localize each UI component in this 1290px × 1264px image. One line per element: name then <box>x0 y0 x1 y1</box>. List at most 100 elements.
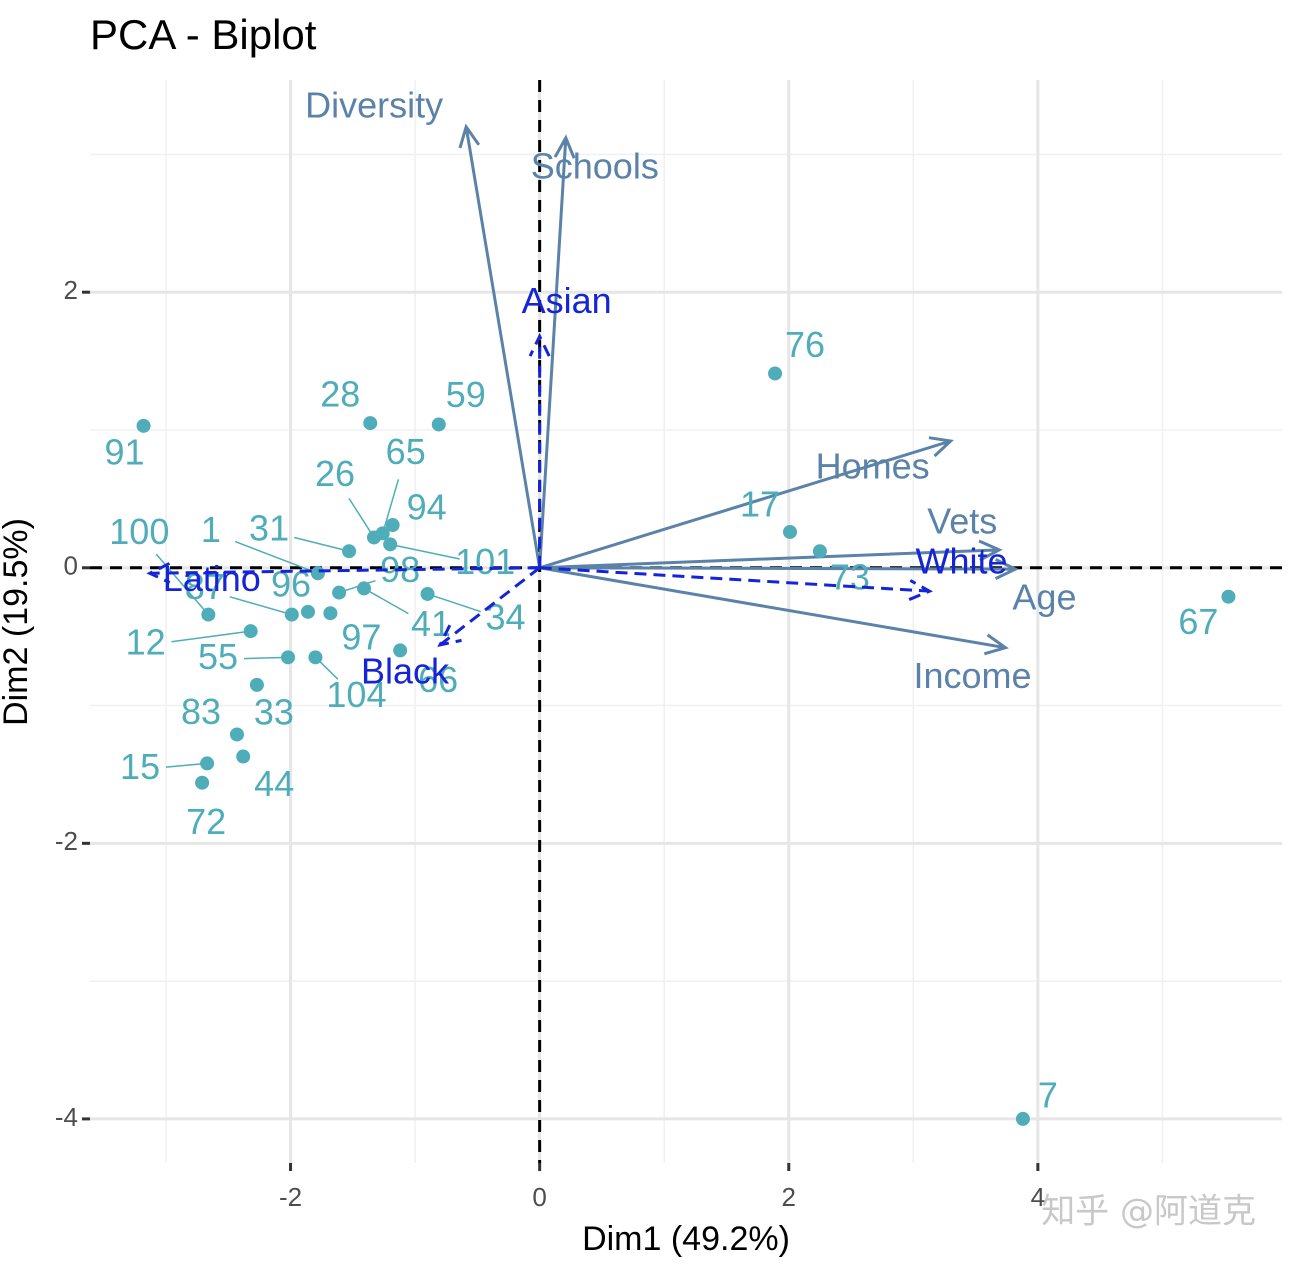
point <box>195 775 210 790</box>
x-tick-label: -2 <box>279 1182 302 1212</box>
point <box>284 607 299 622</box>
point-label: 91 <box>105 431 145 472</box>
variable-label: Schools <box>531 145 659 186</box>
point <box>323 606 338 621</box>
point <box>201 607 216 622</box>
point-label: 59 <box>446 374 486 415</box>
point-label: 104 <box>326 674 386 715</box>
variable-arrow <box>539 566 933 601</box>
point <box>229 727 244 742</box>
point <box>310 566 325 581</box>
point-label: 28 <box>320 374 360 415</box>
chart-title: PCA - Biplot <box>90 11 317 58</box>
label-leader <box>381 479 400 534</box>
point-label: 67 <box>1178 601 1218 642</box>
variable-arrow <box>528 332 551 568</box>
y-tick-label: -2 <box>55 826 78 856</box>
point <box>357 581 372 596</box>
variable-label: Diversity <box>305 84 443 125</box>
point-label: 34 <box>486 596 526 637</box>
x-tick-label: 2 <box>782 1182 796 1212</box>
point <box>420 586 435 601</box>
y-tick-label: 0 <box>64 551 78 581</box>
point-label: 41 <box>411 603 451 644</box>
x-axis-title: Dim1 (49.2%) <box>582 1220 790 1258</box>
label-leader <box>294 536 350 552</box>
point-label: 100 <box>109 511 169 552</box>
label-leader <box>244 656 289 660</box>
point <box>308 650 323 665</box>
point-label: 73 <box>830 557 870 598</box>
variable-label: Age <box>1012 577 1076 618</box>
variable-arrow <box>539 558 1019 581</box>
point-label: 31 <box>249 508 289 549</box>
point-label: 66 <box>418 659 458 700</box>
variable-arrow <box>458 123 542 569</box>
variable-label: Latino <box>163 558 261 599</box>
point-label: 72 <box>186 801 226 842</box>
variable-arrow <box>146 562 540 584</box>
x-tick-label: 4 <box>1031 1182 1045 1212</box>
variable-arrow <box>538 134 576 568</box>
point <box>393 643 408 658</box>
variable-label: Black <box>361 650 450 691</box>
y-tick-label: 2 <box>64 275 78 305</box>
point <box>200 756 215 771</box>
point <box>236 749 251 764</box>
point <box>768 366 783 381</box>
variable-arrow <box>437 566 541 648</box>
point <box>249 677 264 692</box>
point <box>375 526 390 541</box>
point <box>385 518 400 533</box>
point-label: 76 <box>785 324 825 365</box>
point <box>1221 589 1236 604</box>
label-leader <box>390 543 460 560</box>
variable-label: Homes <box>816 446 930 487</box>
y-tick-label: -4 <box>55 1102 78 1132</box>
point <box>1015 1111 1030 1126</box>
point <box>342 544 357 559</box>
point-label: 97 <box>341 617 381 658</box>
point-label: 83 <box>181 691 221 732</box>
point-label: 1 <box>201 509 221 550</box>
point-label: 65 <box>386 431 426 472</box>
point-label: 94 <box>407 487 447 528</box>
point-label: 33 <box>254 691 294 732</box>
point-label: 12 <box>126 622 166 663</box>
point <box>332 585 347 600</box>
point-label: 55 <box>198 636 238 677</box>
x-tick-label: 0 <box>532 1182 546 1212</box>
point-label: 96 <box>271 563 311 604</box>
point-label: 26 <box>315 453 355 494</box>
point <box>136 418 151 433</box>
variable-label: White <box>915 541 1007 582</box>
point <box>812 544 827 559</box>
point <box>783 524 798 539</box>
point-label: 7 <box>1038 1074 1058 1115</box>
variable-arrow <box>539 436 954 570</box>
point-label: 44 <box>254 763 294 804</box>
label-leader <box>234 540 319 574</box>
variable-arrow <box>539 539 1003 570</box>
label-leader <box>427 593 482 613</box>
variable-arrow <box>539 566 1009 656</box>
label-leader <box>229 596 292 616</box>
watermark: 知乎 @阿道克 <box>1041 1192 1256 1232</box>
point <box>431 417 446 432</box>
point-label: 17 <box>740 483 780 524</box>
label-leader <box>363 587 409 615</box>
variable-label: Income <box>913 655 1031 696</box>
label-leader <box>171 630 251 643</box>
point <box>243 624 258 639</box>
variable-label: Asian <box>522 280 612 321</box>
variable-label: Vets <box>927 500 997 541</box>
point <box>383 537 398 552</box>
point-label: 15 <box>120 746 160 787</box>
point <box>300 604 315 619</box>
point-label: 101 <box>455 541 515 582</box>
point <box>281 650 296 665</box>
y-axis-title: Dim2 (19.5%) <box>0 518 35 726</box>
label-leader <box>348 497 375 538</box>
point <box>363 416 378 431</box>
